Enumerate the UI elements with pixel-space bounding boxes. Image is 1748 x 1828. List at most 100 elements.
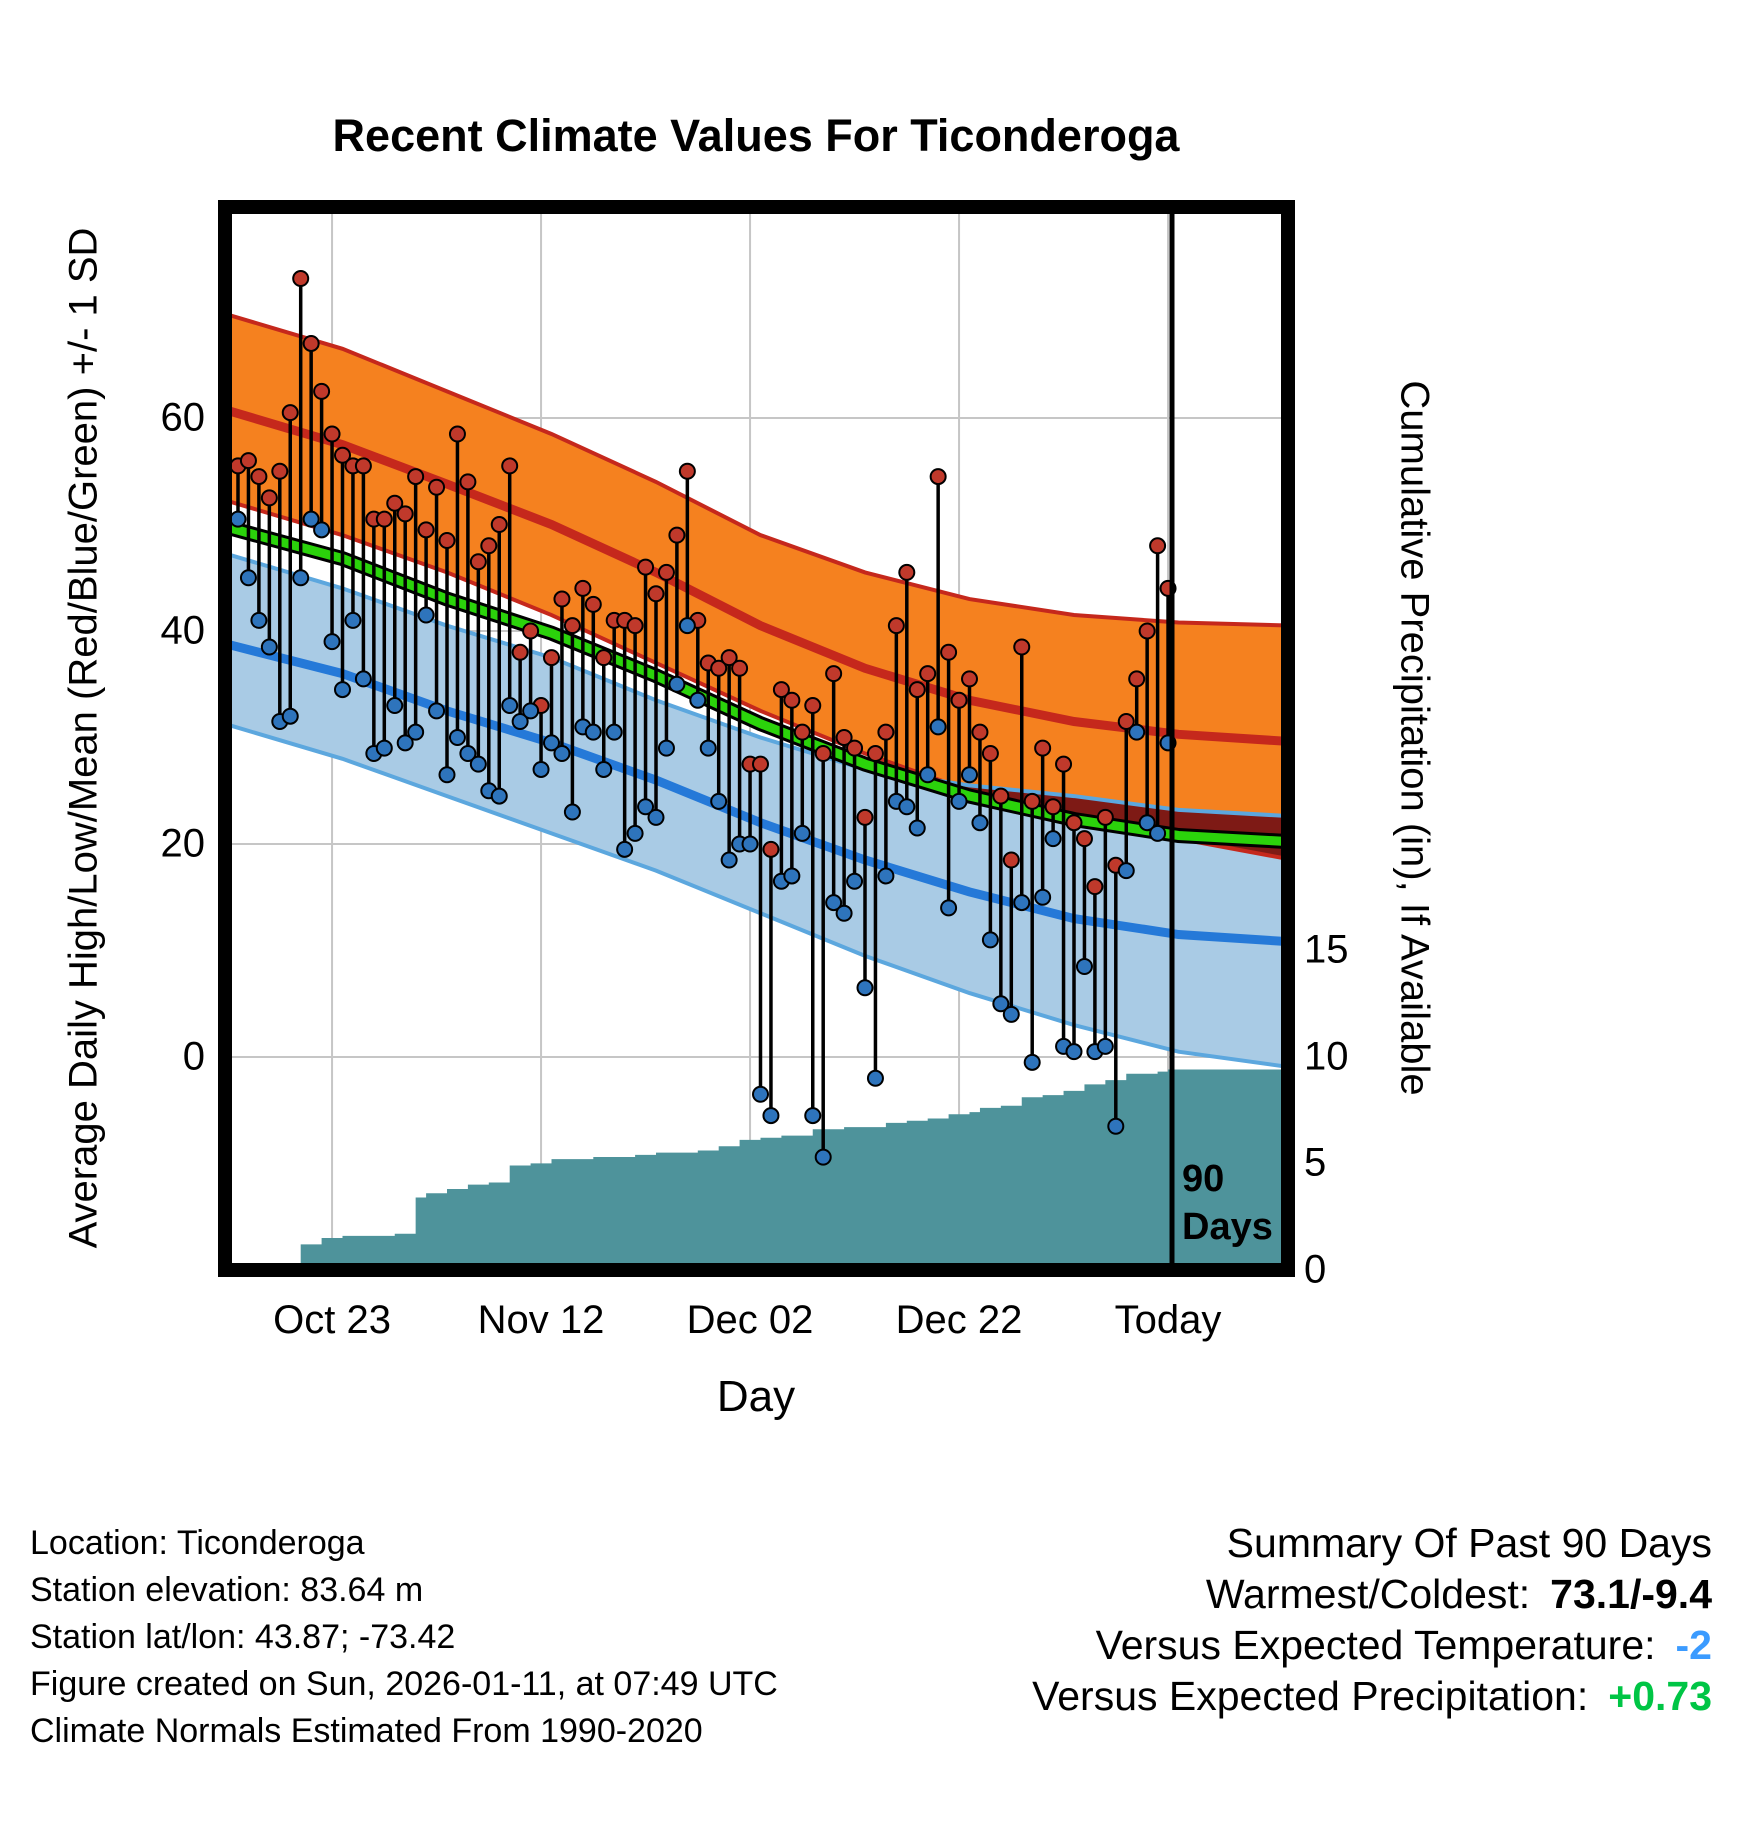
daily-low-dot bbox=[616, 840, 634, 858]
daily-high-dot bbox=[271, 462, 289, 480]
daily-high-dot bbox=[428, 478, 446, 496]
daily-low-dot bbox=[657, 739, 675, 757]
daily-high-dot bbox=[239, 452, 257, 470]
y-axis-left-tick-label: 0 bbox=[182, 1034, 205, 1079]
daily-low-dot bbox=[469, 755, 487, 773]
daily-low-dot bbox=[501, 697, 519, 715]
daily-high-dot bbox=[459, 473, 477, 491]
daily-high-dot bbox=[637, 558, 655, 576]
daily-high-dot bbox=[250, 468, 268, 486]
daily-high-dot bbox=[877, 723, 895, 741]
normals-note: Climate Normals Estimated From 1990-2020 bbox=[30, 1712, 703, 1750]
plot-border bbox=[218, 200, 1295, 1277]
daily-high-dot bbox=[981, 744, 999, 762]
station-location: Location: Ticonderoga bbox=[30, 1524, 365, 1562]
daily-high-dot bbox=[1055, 755, 1073, 773]
daily-low-dot bbox=[354, 670, 372, 688]
daily-high-dot bbox=[480, 537, 498, 555]
summary-label: Versus Expected Precipitation: bbox=[1032, 1673, 1589, 1719]
daily-low-dot bbox=[835, 904, 853, 922]
daily-low-dot bbox=[637, 798, 655, 816]
daily-low-dot bbox=[1107, 1117, 1125, 1135]
plot-area bbox=[225, 207, 1288, 1270]
daily-low-dot bbox=[1075, 957, 1093, 975]
daily-high-dot bbox=[971, 723, 989, 741]
daily-low-dot bbox=[1034, 888, 1052, 906]
y-axis-left-tick-label: 60 bbox=[160, 395, 206, 440]
daily-low-dot bbox=[334, 681, 351, 699]
station-elevation: Station elevation: 83.64 m bbox=[30, 1571, 424, 1609]
summary-row-vs-precipitation: Versus Expected Precipitation: +0.73 bbox=[1032, 1671, 1712, 1722]
daily-low-dot bbox=[1013, 894, 1031, 912]
daily-high-dot bbox=[511, 643, 529, 661]
chart-title: Recent Climate Values For Ticonderoga bbox=[332, 110, 1180, 161]
daily-high-dot bbox=[887, 617, 905, 635]
daily-low-dot bbox=[908, 819, 926, 837]
x-axis-tick-label: Dec 22 bbox=[895, 1298, 1023, 1342]
daily-low-dot bbox=[720, 851, 738, 869]
daily-high-dot bbox=[720, 649, 738, 667]
daily-low-dot bbox=[762, 1107, 780, 1125]
daily-low-dot bbox=[543, 734, 560, 752]
x-axis-label: Day bbox=[716, 1372, 796, 1421]
daily-high-dot bbox=[302, 334, 320, 352]
daily-high-dot bbox=[1128, 670, 1146, 688]
daily-high-dot bbox=[678, 462, 696, 480]
daily-low-dot bbox=[981, 931, 999, 949]
daily-low-dot bbox=[490, 787, 508, 805]
daily-low-dot bbox=[407, 723, 425, 741]
daily-high-dot bbox=[396, 505, 414, 523]
station-latlon: Station lat/lon: 43.87; -73.42 bbox=[30, 1618, 456, 1656]
figure-created: Figure created on Sun, 2026-01-11, at 07… bbox=[30, 1665, 778, 1703]
daily-high-dot bbox=[354, 457, 372, 475]
daily-high-dot bbox=[1138, 622, 1156, 640]
daily-high-dot bbox=[647, 585, 665, 603]
daily-low-dot bbox=[1128, 723, 1146, 741]
daily-low-dot bbox=[678, 617, 696, 635]
daily-high-dot bbox=[846, 739, 864, 757]
daily-high-dot bbox=[375, 510, 393, 528]
daily-high-dot bbox=[543, 649, 560, 667]
daily-low-dot bbox=[710, 792, 728, 810]
daily-high-dot bbox=[522, 622, 540, 640]
daily-low-dot bbox=[877, 867, 895, 885]
y-axis-left-tick-label: 20 bbox=[160, 821, 206, 866]
daily-low-dot bbox=[260, 638, 278, 656]
daily-low-dot bbox=[563, 803, 581, 821]
daily-low-dot bbox=[804, 1107, 822, 1125]
daily-low-dot bbox=[375, 739, 393, 757]
daily-low-dot bbox=[1002, 1005, 1020, 1023]
daily-low-dot bbox=[1023, 1053, 1041, 1071]
daily-high-dot bbox=[908, 681, 926, 699]
daily-low-dot bbox=[898, 798, 916, 816]
cumulative-precip-area bbox=[290, 1069, 1288, 1270]
daily-low-dot bbox=[699, 739, 717, 757]
daily-low-dot bbox=[584, 723, 602, 741]
daily-low-dot bbox=[1096, 1037, 1114, 1055]
daily-high-dot bbox=[626, 617, 644, 635]
summary-label: Warmest/Coldest: bbox=[1205, 1571, 1531, 1617]
low-temp-band bbox=[225, 553, 1288, 1067]
daily-high-dot bbox=[584, 595, 602, 613]
daily-low-dot bbox=[438, 766, 456, 784]
daily-high-dot bbox=[992, 787, 1010, 805]
daily-high-dot bbox=[574, 579, 592, 597]
daily-low-dot bbox=[386, 697, 404, 715]
station-info: Location: Ticonderoga Station elevation:… bbox=[30, 1520, 778, 1755]
x-axis-tick-label: Oct 23 bbox=[273, 1298, 391, 1342]
daily-low-dot bbox=[929, 718, 947, 736]
daily-low-dot bbox=[595, 760, 613, 778]
daily-low-dot bbox=[647, 808, 665, 826]
daily-high-dot bbox=[563, 617, 581, 635]
summary-value: +0.73 bbox=[1608, 1673, 1712, 1719]
daily-low-dot bbox=[814, 1148, 832, 1166]
x-axis-tick-label: Nov 12 bbox=[477, 1298, 605, 1342]
daily-high-dot bbox=[772, 681, 790, 699]
daily-low-dot bbox=[605, 723, 623, 741]
y-axis-right-tick-label: 5 bbox=[1304, 1140, 1327, 1185]
summary-value: -2 bbox=[1675, 1622, 1712, 1668]
left-y-axis-label: Average Daily High/Low/Mean (Red/Blue/Gr… bbox=[61, 227, 106, 1249]
daily-high-dot bbox=[814, 744, 832, 762]
